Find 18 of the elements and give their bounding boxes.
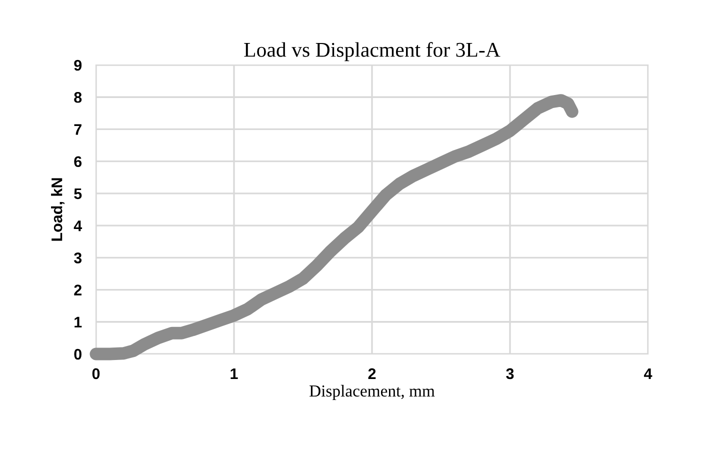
- x-tick-label: 2: [368, 368, 376, 379]
- y-tick-label: 1: [74, 316, 82, 328]
- x-tick-label: 3: [506, 368, 514, 380]
- y-tick-label: 8: [74, 92, 82, 103]
- x-axis-title: Displacement, mm: [310, 384, 435, 400]
- x-tick-label: 0: [92, 368, 100, 380]
- y-tick-label: 9: [74, 60, 82, 71]
- y-tick-label: 4: [74, 220, 82, 232]
- chart-title: Load vs Displacment for 3L-A: [244, 42, 500, 62]
- x-tick-label: 1: [230, 368, 238, 379]
- x-tick-label: 4: [644, 368, 652, 379]
- y-tick-label: 5: [74, 188, 82, 200]
- y-tick-label: 2: [74, 284, 82, 296]
- y-tick-label: 7: [74, 124, 82, 135]
- y-tick-label: 6: [74, 156, 82, 168]
- y-tick-label: 3: [74, 252, 82, 264]
- y-axis-title: Load, kN: [51, 178, 64, 241]
- y-tick-label: 0: [74, 348, 82, 360]
